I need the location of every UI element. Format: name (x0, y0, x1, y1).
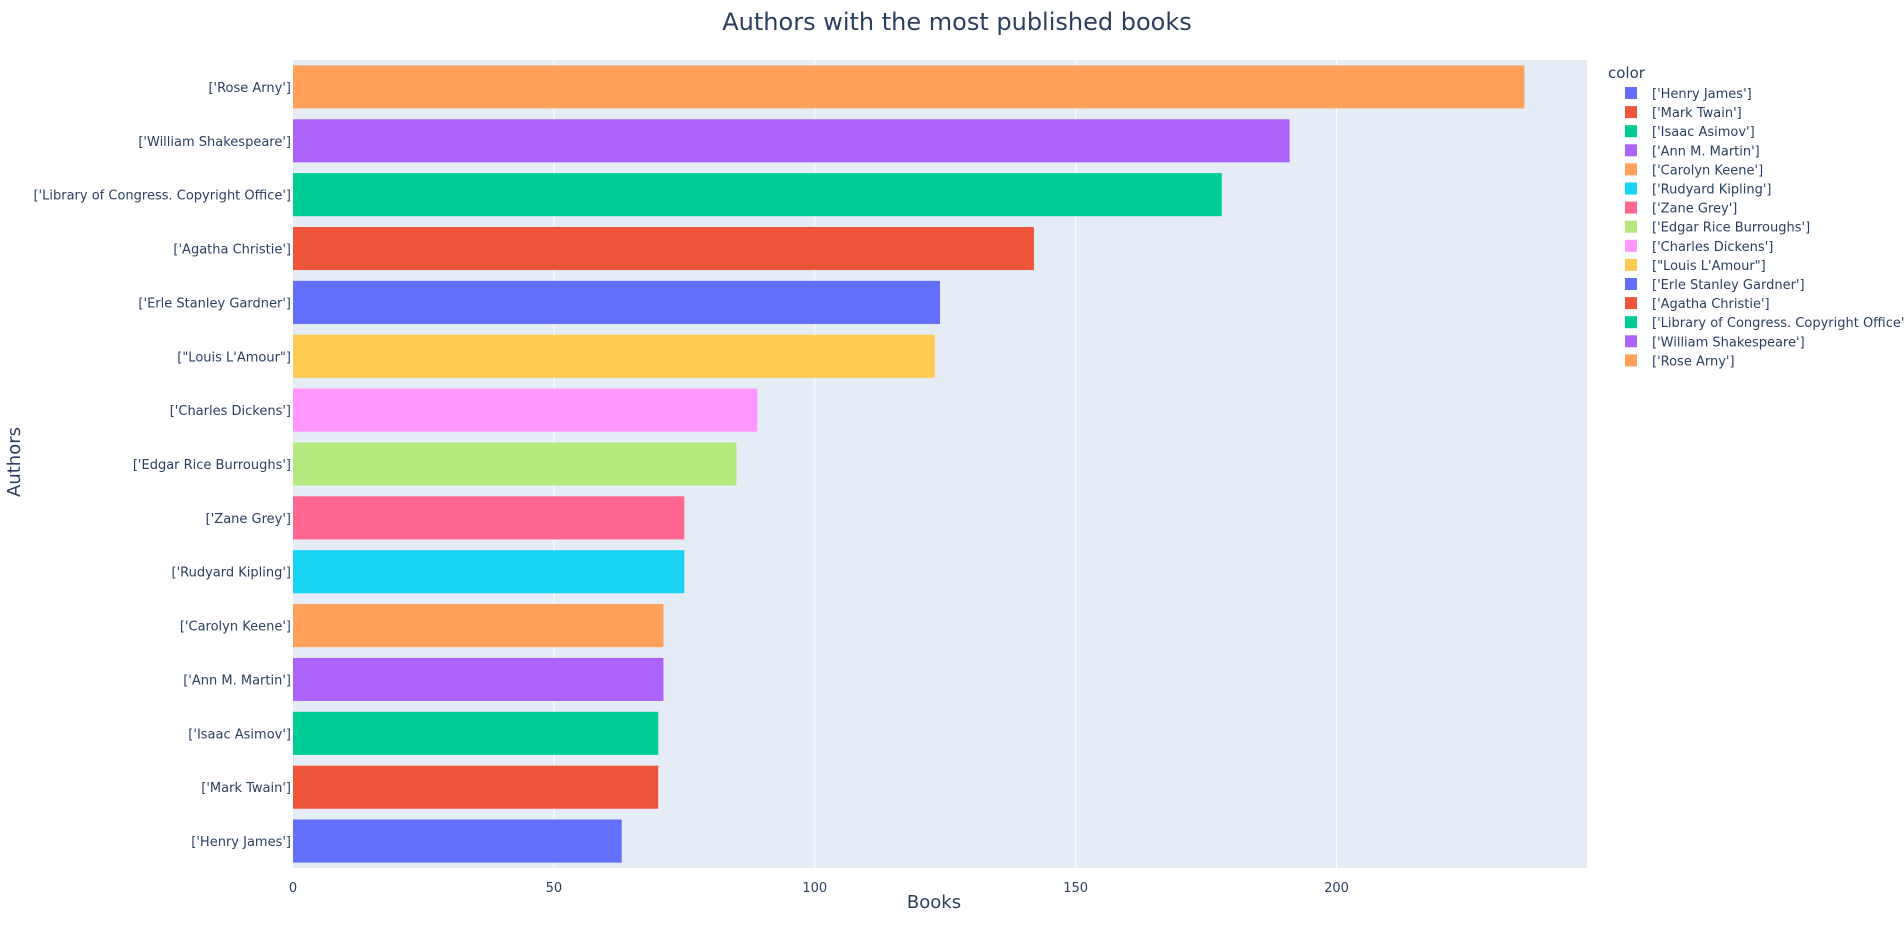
bar (293, 604, 664, 648)
y-tick-label: ['Mark Twain'] (201, 781, 291, 796)
legend-swatch (1625, 125, 1637, 138)
x-tick-label: 150 (1063, 881, 1088, 896)
legend-swatch (1625, 220, 1637, 233)
legend-swatch (1625, 335, 1637, 348)
chart-title: Authors with the most published books (722, 8, 1191, 36)
legend-swatch (1625, 106, 1637, 119)
legend-item[interactable]: ['Ann M. Martin'] (1625, 144, 1760, 159)
legend-swatch (1625, 278, 1637, 290)
legend-label: ['Isaac Asimov'] (1652, 125, 1755, 140)
y-tick-label: ["Louis L'Amour"] (177, 350, 291, 365)
y-tick-label: ['Henry James'] (191, 835, 291, 850)
legend-item[interactable]: ['Isaac Asimov'] (1625, 125, 1755, 140)
bar (293, 173, 1222, 217)
bar (293, 765, 659, 809)
y-tick-label: ['Edgar Rice Burroughs'] (133, 458, 291, 473)
legend-item[interactable]: ['Henry James'] (1625, 87, 1752, 102)
legend-items: ['Henry James'] ['Mark Twain'] ['Isaac Asi… (1625, 87, 1904, 369)
y-tick-label: ['Rose Arny'] (208, 81, 291, 96)
bar (293, 657, 664, 702)
x-tick-label: 100 (802, 881, 827, 896)
bar (293, 550, 685, 594)
bar (293, 442, 737, 486)
bar (293, 65, 1525, 109)
y-axis-title: Authors (4, 427, 25, 497)
legend-item[interactable]: ['Agatha Christie'] (1625, 297, 1770, 312)
legend-swatch (1625, 239, 1637, 252)
y-tick-label: ['Ann M. Martin'] (183, 673, 291, 688)
legend-item[interactable]: ['Rose Arny'] (1625, 354, 1735, 369)
bar (293, 280, 940, 324)
legend-label: ['Rudyard Kipling'] (1652, 183, 1772, 198)
legend-label: ['Library of Congress. Copyright Office'… (1652, 316, 1904, 331)
legend-swatch (1625, 354, 1637, 367)
x-tick-label: 50 (546, 881, 563, 896)
bar (293, 226, 1034, 271)
legend-item[interactable]: ['Library of Congress. Copyright Office'… (1625, 316, 1904, 331)
legend-swatch (1625, 87, 1637, 99)
legend-label: ['William Shakespeare'] (1652, 335, 1805, 350)
legend-label: ['Ann M. Martin'] (1652, 144, 1760, 159)
legend-swatch (1625, 182, 1637, 195)
legend-label: ['Rose Arny'] (1652, 354, 1735, 369)
legend-item[interactable]: ['Carolyn Keene'] (1625, 163, 1763, 178)
legend-label: ['Erle Stanley Gardner'] (1652, 278, 1805, 293)
bars (293, 65, 1525, 863)
y-tick-label: ['William Shakespeare'] (138, 135, 291, 150)
legend-item[interactable]: ["Louis L'Amour"] (1625, 258, 1766, 274)
legend: color ['Henry James'] ['Mark Twain'] ['Isa… (1608, 64, 1904, 369)
legend-label: ['Henry James'] (1652, 87, 1752, 102)
x-axis-title: Books (907, 892, 961, 913)
legend-swatch (1625, 297, 1637, 310)
x-tick-labels: 0 50 100 150 200 (289, 881, 1349, 896)
legend-label: ["Louis L'Amour"] (1652, 259, 1766, 274)
legend-label: ['Charles Dickens'] (1652, 240, 1773, 255)
y-tick-labels: ['Henry James'] ['Mark Twain'] ['Isaac Asi… (33, 81, 291, 850)
legend-swatch (1625, 316, 1637, 329)
y-tick-label: ['Library of Congress. Copyright Office'… (33, 189, 291, 204)
legend-item[interactable]: ['Charles Dickens'] (1625, 239, 1773, 255)
legend-label: ['Zane Grey'] (1652, 202, 1737, 217)
y-tick-label: ['Erle Stanley Gardner'] (138, 296, 291, 311)
legend-swatch (1625, 163, 1637, 176)
legend-swatch (1625, 144, 1637, 157)
y-tick-label: ['Charles Dickens'] (170, 404, 291, 419)
bar (293, 819, 622, 863)
legend-item[interactable]: ['Erle Stanley Gardner'] (1625, 278, 1805, 293)
legend-swatch (1625, 258, 1637, 271)
legend-label: ['Edgar Rice Burroughs'] (1652, 221, 1810, 236)
y-tick-label: ['Agatha Christie'] (173, 243, 291, 258)
bar (293, 496, 685, 540)
bar (293, 334, 935, 378)
legend-label: ['Agatha Christie'] (1652, 297, 1770, 312)
legend-label: ['Carolyn Keene'] (1652, 163, 1763, 178)
x-tick-label: 0 (289, 881, 297, 896)
y-tick-label: ['Carolyn Keene'] (180, 620, 291, 635)
legend-title: color (1608, 64, 1646, 82)
y-tick-label: ['Rudyard Kipling'] (172, 566, 292, 581)
legend-item[interactable]: ['Rudyard Kipling'] (1625, 182, 1772, 198)
bar (293, 388, 758, 432)
legend-label: ['Mark Twain'] (1652, 106, 1742, 121)
bar (293, 711, 659, 755)
legend-item[interactable]: ['Zane Grey'] (1625, 201, 1737, 217)
bar (293, 119, 1290, 163)
y-tick-label: ['Isaac Asimov'] (188, 727, 291, 742)
legend-item[interactable]: ['William Shakespeare'] (1625, 335, 1805, 350)
x-tick-label: 200 (1324, 881, 1349, 896)
legend-item[interactable]: ['Mark Twain'] (1625, 106, 1742, 121)
legend-swatch (1625, 201, 1637, 214)
y-tick-label: ['Zane Grey'] (206, 512, 291, 527)
legend-item[interactable]: ['Edgar Rice Burroughs'] (1625, 220, 1810, 236)
